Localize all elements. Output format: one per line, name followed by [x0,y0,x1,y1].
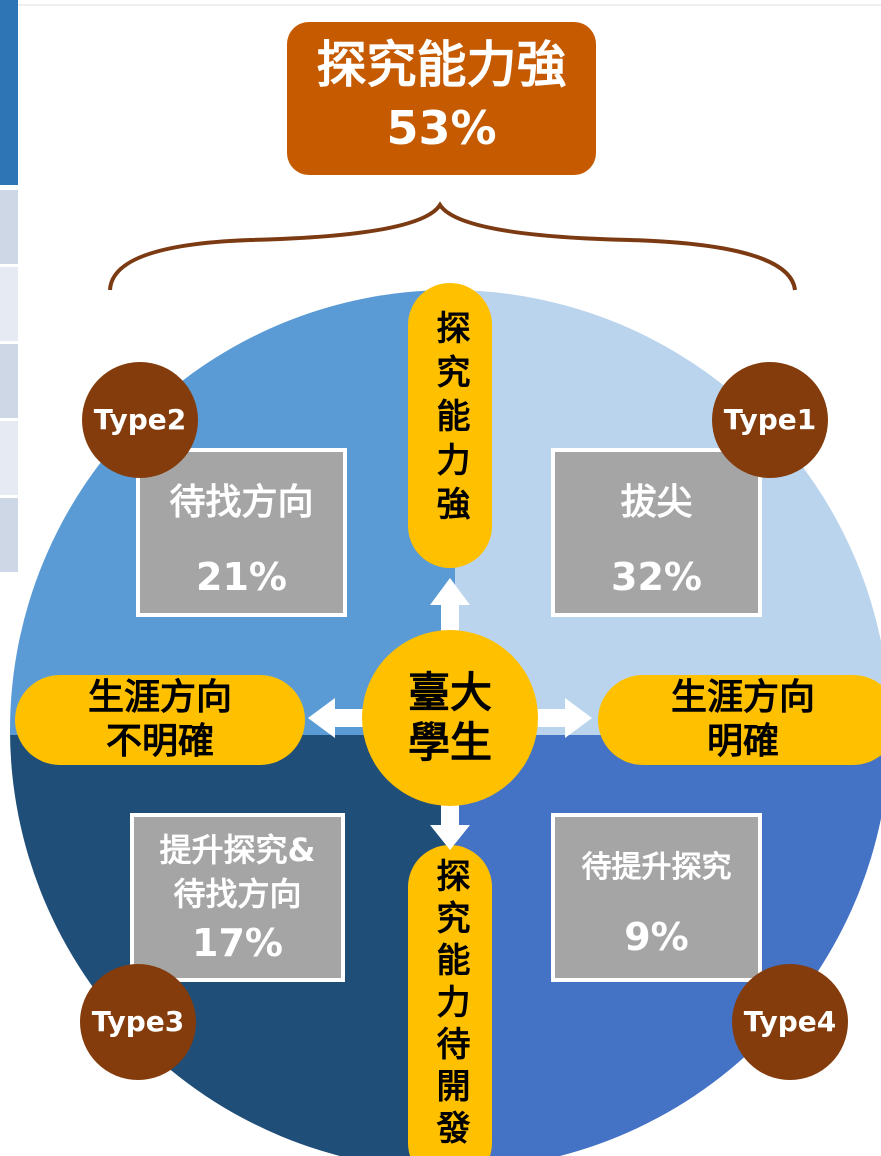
axis-top: 探究能力強 [430,310,470,530]
type-badge [712,362,828,478]
type-label: Type4 [743,1005,837,1038]
center-circle [362,630,538,806]
axis-bottom: 探究能力待開發 [430,858,470,1152]
axis-left: 不明確 [105,721,214,762]
sidebar-row [0,498,18,572]
pill [598,675,881,765]
box-value: 9% [624,915,689,959]
sidebar-head [0,0,18,185]
brace [108,201,797,291]
type-badge [732,964,848,1080]
box-label: 待找方向 [173,875,302,913]
box-value: 32% [611,555,702,599]
box-value: 17% [192,921,283,965]
box-label: 待提升探究 [581,850,732,885]
header-box [287,22,596,175]
box-value: 21% [196,555,287,599]
center-text: 學生 [407,718,492,767]
box-label: 提升探究& [159,831,316,869]
type-label: Type1 [723,403,817,436]
box [551,448,762,617]
axis-left: 生涯方向 [87,677,232,718]
arrows [308,578,592,850]
pill [408,845,492,1156]
axis-right: 生涯方向 [670,677,815,718]
type-label: Type2 [93,403,187,436]
sidebar-row [0,267,18,341]
box [136,448,347,617]
box-label: 拔尖 [620,482,693,523]
type-label: Type3 [91,1005,185,1038]
sidebar-row [0,421,18,495]
header-title: 探究能力強 [316,36,567,94]
pill [15,675,305,765]
type-badge [80,964,196,1080]
type-badge [82,362,198,478]
sidebar-row [0,344,18,418]
box [551,813,762,982]
box-label: 待找方向 [169,482,314,523]
pill [408,283,492,568]
sidebar-row [0,190,18,264]
axis-right: 明確 [706,721,779,762]
box [130,813,345,982]
center-text: 臺大 [407,668,492,717]
header-value: 53% [386,101,497,155]
